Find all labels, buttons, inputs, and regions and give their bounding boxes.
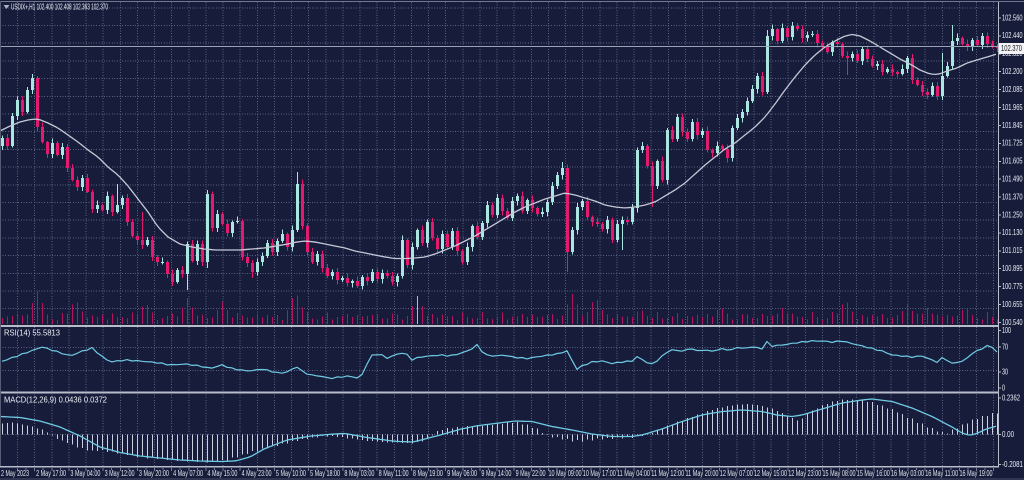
- svg-text:101.845: 101.845: [1002, 121, 1023, 130]
- svg-text:15 May 08:00: 15 May 08:00: [823, 469, 856, 478]
- svg-text:70: 70: [1002, 342, 1008, 351]
- svg-text:102.560: 102.560: [1002, 13, 1023, 22]
- svg-text:100.895: 100.895: [1002, 264, 1023, 273]
- svg-text:101.605: 101.605: [1002, 157, 1023, 166]
- svg-text:10 May 17:00: 10 May 17:00: [583, 469, 616, 478]
- svg-text:5 May 10:00: 5 May 10:00: [276, 469, 306, 478]
- svg-text:101.250: 101.250: [1002, 210, 1023, 219]
- svg-text:101.725: 101.725: [1002, 139, 1023, 148]
- svg-text:RSI(14) 55.5813: RSI(14) 55.5813: [4, 329, 61, 338]
- svg-text:8 May 11:00: 8 May 11:00: [379, 469, 409, 478]
- svg-text:11 May 20:00: 11 May 20:00: [686, 469, 719, 478]
- svg-text:101.965: 101.965: [1002, 103, 1023, 112]
- svg-text:USDIX+,H1 102.400 102.408 102: USDIX+,H1 102.400 102.408 102.363 102.37…: [11, 3, 108, 12]
- svg-text:3 May 20:00: 3 May 20:00: [139, 469, 169, 478]
- svg-text:0.00: 0.00: [1002, 430, 1014, 439]
- svg-text:4 May 23:00: 4 May 23:00: [242, 469, 272, 478]
- svg-text:100: 100: [1002, 326, 1011, 335]
- svg-text:12 May 07:00: 12 May 07:00: [720, 469, 753, 478]
- svg-text:0.2362: 0.2362: [1002, 393, 1020, 402]
- svg-text:11 May 04:00: 11 May 04:00: [617, 469, 650, 478]
- svg-text:8 May 03:00: 8 May 03:00: [344, 469, 374, 478]
- svg-text:3 May 04:00: 3 May 04:00: [70, 469, 100, 478]
- svg-text:101.370: 101.370: [1002, 192, 1023, 201]
- svg-text:16 May 03:00: 16 May 03:00: [891, 469, 924, 478]
- svg-text:9 May 06:00: 9 May 06:00: [447, 469, 477, 478]
- svg-text:9 May 22:00: 9 May 22:00: [516, 469, 546, 478]
- svg-text:8 May 19:00: 8 May 19:00: [413, 469, 443, 478]
- svg-text:4 May 15:00: 4 May 15:00: [207, 469, 237, 478]
- svg-text:101.490: 101.490: [1002, 175, 1023, 184]
- svg-text:MACD(12,26,9) 0.0436 0.0372: MACD(12,26,9) 0.0436 0.0372: [4, 396, 108, 405]
- svg-text:102.200: 102.200: [1002, 67, 1023, 76]
- svg-text:10 May 09:00: 10 May 09:00: [549, 469, 582, 478]
- svg-text:12 May 15:00: 12 May 15:00: [754, 469, 787, 478]
- svg-text:11 May 12:00: 11 May 12:00: [651, 469, 684, 478]
- svg-text:-0.2081: -0.2081: [1002, 460, 1023, 469]
- svg-text:3 May 12:00: 3 May 12:00: [105, 469, 135, 478]
- svg-text:102.370: 102.370: [1001, 44, 1022, 53]
- svg-text:100.775: 100.775: [1002, 282, 1023, 291]
- svg-text:16 May 11:00: 16 May 11:00: [925, 469, 958, 478]
- svg-text:5 May 18:00: 5 May 18:00: [310, 469, 340, 478]
- svg-text:15 May 16:00: 15 May 16:00: [857, 469, 890, 478]
- svg-text:102.085: 102.085: [1002, 85, 1023, 94]
- svg-text:101.130: 101.130: [1002, 228, 1023, 237]
- svg-text:2 May 17:00: 2 May 17:00: [36, 469, 66, 478]
- svg-text:2 May 2023: 2 May 2023: [1, 469, 29, 478]
- svg-text:101.015: 101.015: [1002, 246, 1023, 255]
- svg-text:12 May 23:00: 12 May 23:00: [788, 469, 821, 478]
- svg-text:0: 0: [1002, 383, 1005, 392]
- svg-text:9 May 14:00: 9 May 14:00: [481, 469, 511, 478]
- svg-text:100.655: 100.655: [1002, 300, 1023, 309]
- svg-text:30: 30: [1002, 367, 1008, 376]
- svg-text:4 May 07:00: 4 May 07:00: [173, 469, 203, 478]
- svg-text:16 May 19:00: 16 May 19:00: [960, 469, 993, 478]
- svg-text:102.440: 102.440: [1002, 31, 1023, 40]
- svg-text:100.540: 100.540: [1002, 318, 1023, 327]
